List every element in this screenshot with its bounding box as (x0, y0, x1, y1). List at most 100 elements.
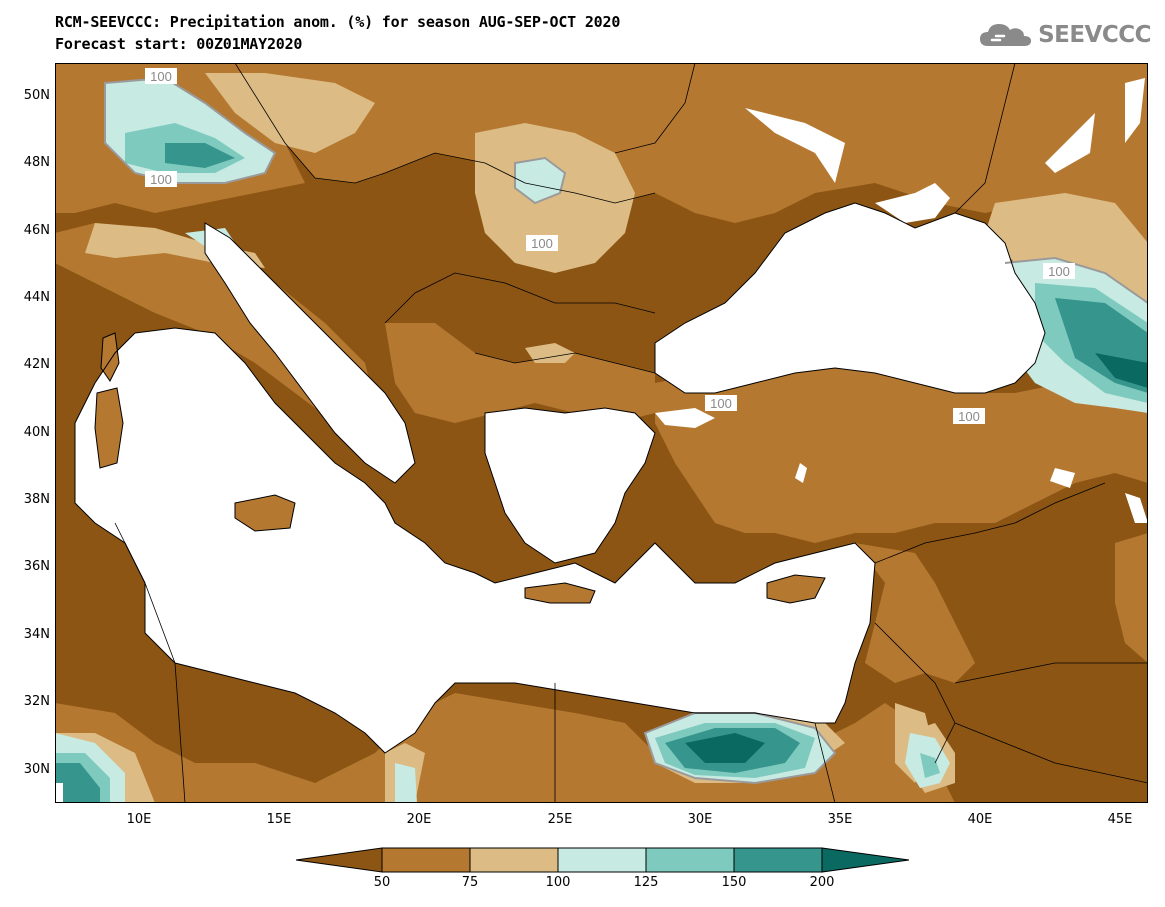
colorbar-label: 125 (633, 875, 659, 890)
lon-label: 45E (1107, 812, 1133, 827)
colorbar-label: 75 (461, 875, 479, 890)
corsica-island (101, 333, 119, 381)
colorbar-150-200 (733, 847, 823, 873)
contour-label: 100 (531, 236, 553, 251)
anomaly-region (475, 123, 635, 273)
mediterranean-sea (75, 328, 875, 753)
lon-label: 35E (827, 812, 853, 827)
anomaly-region (920, 753, 940, 778)
coastline (74, 327, 876, 754)
anomaly-region (165, 143, 235, 168)
contour-label: 100 (710, 396, 732, 411)
lake (1050, 468, 1075, 488)
colorbar-100-125 (557, 847, 647, 873)
seevccc-logo: SEEVCCC (978, 20, 1151, 50)
border-line (354, 152, 526, 184)
lat-label: 38N (23, 492, 50, 507)
colorbar-125-150 (645, 847, 735, 873)
lake (1125, 78, 1145, 143)
lon-label: 25E (547, 812, 573, 827)
anomaly-region (1095, 353, 1148, 388)
colorbar-above-200 (821, 847, 910, 873)
contour-line (514, 156, 567, 205)
lat-label: 30N (23, 762, 50, 777)
anomaly-region (655, 353, 1148, 543)
border-line (524, 182, 656, 204)
colorbar-label: 100 (545, 875, 571, 890)
coastline (654, 202, 1046, 394)
sardinia-island (95, 388, 123, 468)
contour-labels: 100 100 100 100 100 100 (145, 68, 1075, 424)
colorbar (296, 847, 910, 873)
contour-label: 100 (958, 409, 980, 424)
coastline (484, 407, 656, 564)
anomaly-region (525, 343, 575, 363)
border-line (814, 722, 836, 803)
lat-label: 42N (23, 357, 50, 372)
cyprus-island (767, 575, 825, 603)
anomaly-region (205, 73, 375, 153)
coastline (204, 222, 416, 484)
anomaly-region (235, 63, 1148, 223)
colorbar-50-75 (381, 847, 471, 873)
sea-of-azov (875, 183, 950, 223)
border-line (384, 272, 656, 324)
sicily-island (235, 495, 295, 531)
lat-label: 32N (23, 694, 50, 709)
lon-label: 15E (266, 812, 292, 827)
border-line (474, 352, 656, 374)
crete-island (525, 583, 595, 603)
colorbar-below-50 (296, 847, 383, 873)
border-line (954, 63, 1016, 214)
anomaly-region (1115, 533, 1148, 663)
lat-label: 36N (23, 559, 50, 574)
black-sea (655, 203, 1045, 393)
marmara-sea (655, 408, 715, 428)
colorbar-75-100 (469, 847, 559, 873)
border-line (874, 482, 1106, 564)
forecast-start-label: Forecast start: 00Z01MAY2020 (55, 35, 303, 53)
country-borders (114, 63, 1148, 803)
lat-label: 34N (23, 627, 50, 642)
lake (1045, 113, 1095, 173)
lon-label: 20E (406, 812, 432, 827)
coastline (100, 332, 120, 382)
lat-label: 40N (23, 425, 50, 440)
lake (745, 108, 845, 183)
contour-label: 100 (1048, 264, 1070, 279)
lat-label: 50N (23, 88, 50, 103)
logo-text: SEEVCCC (1038, 22, 1151, 48)
contour-label: 100 (150, 69, 172, 84)
contour-line (104, 76, 277, 184)
lat-label: 48N (23, 155, 50, 170)
border-line (874, 622, 956, 764)
lat-label: 46N (23, 223, 50, 238)
border-line (954, 662, 1148, 684)
lon-label: 10E (126, 812, 152, 827)
coastline (524, 582, 596, 604)
anomaly-region (55, 763, 100, 803)
coastline (766, 574, 826, 604)
lon-label: 40E (967, 812, 993, 827)
anomaly-region (385, 323, 655, 423)
map-title: RCM-SEEVCCC: Precipitation anom. (%) for… (55, 13, 621, 31)
coastlines (74, 202, 1046, 754)
colorbar-label: 150 (721, 875, 747, 890)
coastline (234, 494, 296, 532)
colorbar-label: 50 (373, 875, 391, 890)
lake (795, 463, 807, 483)
lon-label: 30E (687, 812, 713, 827)
lat-label: 44N (23, 290, 50, 305)
anomaly-region (685, 733, 765, 763)
anomaly-region (515, 158, 565, 203)
border-line (234, 63, 356, 184)
cloud-icon (980, 24, 1032, 46)
lake (55, 783, 63, 803)
map-frame (55, 63, 1148, 803)
anomaly-region (855, 543, 975, 683)
border-line (954, 722, 1148, 784)
border-line (174, 662, 186, 803)
adriatic-sea (205, 223, 415, 483)
anomaly-region (395, 763, 417, 803)
colorbar-label: 200 (809, 875, 835, 890)
